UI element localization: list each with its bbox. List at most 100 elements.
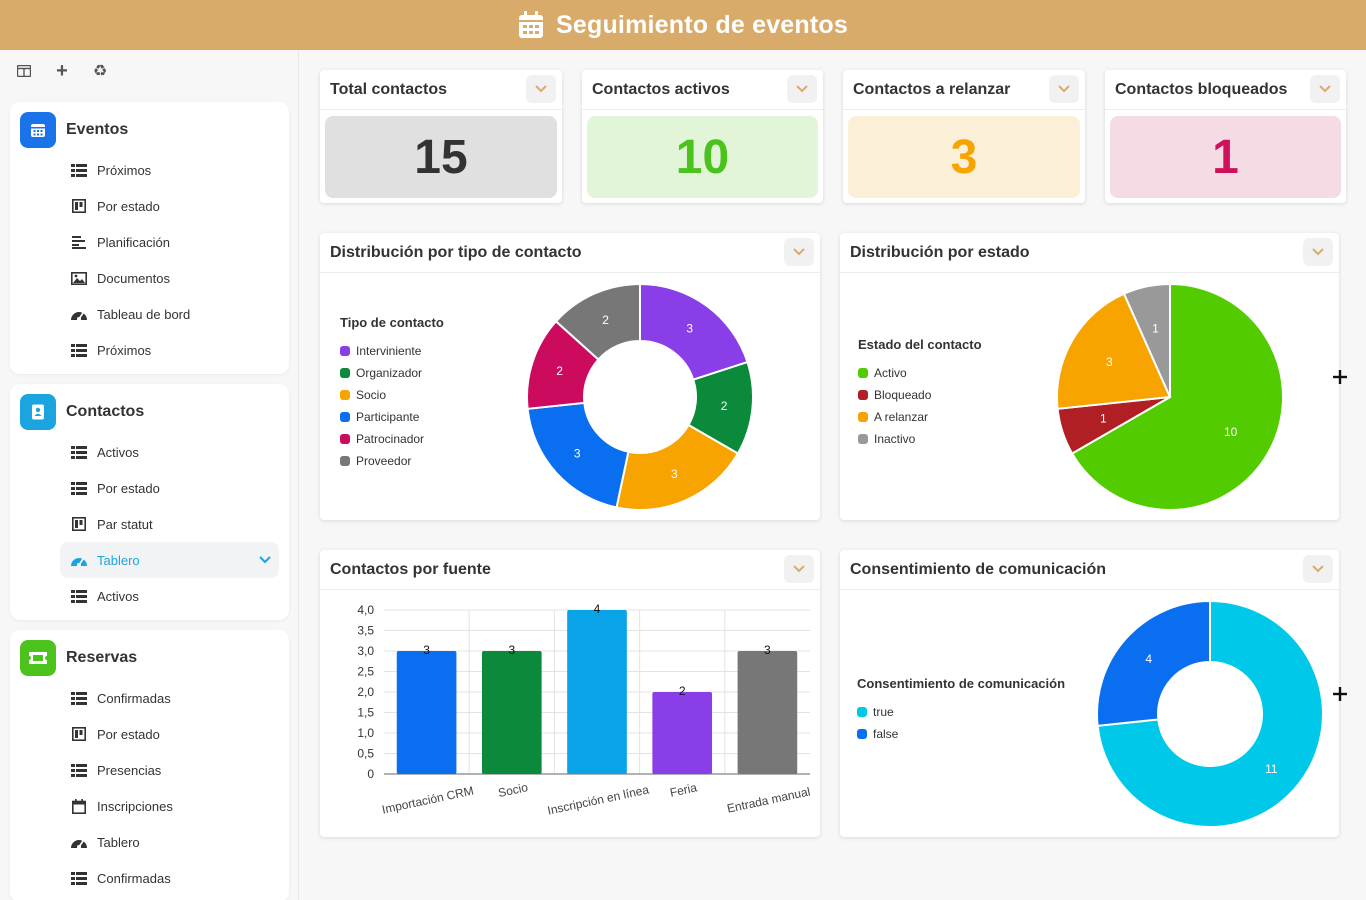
chevron-down-icon[interactable]: [1303, 238, 1333, 266]
sidebar-toolbar: + ♻: [10, 60, 114, 82]
legend-item[interactable]: Bloqueado: [858, 384, 982, 406]
chart-title: Distribución por estado: [850, 243, 1030, 261]
bar-feria[interactable]: [652, 692, 713, 774]
bar-inscripción-en-línea[interactable]: [567, 610, 627, 774]
add-widget-button[interactable]: [1327, 364, 1353, 390]
legend-label: Proveedor: [356, 454, 412, 468]
nav-item-par-statut[interactable]: Par statut: [10, 506, 289, 542]
nav-group-title: Reservas: [66, 649, 138, 666]
pie-slice-false[interactable]: [1096, 599, 1211, 727]
chevron-down-icon[interactable]: [787, 75, 817, 103]
chart-card-estado: Distribución por estado Estado del conta…: [840, 233, 1339, 520]
nav-item-tablero[interactable]: Tablero: [60, 542, 279, 578]
x-tick-label: Inscripción en línea: [546, 782, 650, 817]
nav-group-header[interactable]: Reservas: [20, 640, 289, 676]
chevron-down-icon[interactable]: [526, 75, 556, 103]
bar-socio[interactable]: [481, 651, 542, 774]
list-icon: [70, 445, 88, 459]
nav-item-documentos[interactable]: Documentos: [10, 260, 289, 296]
nav-group-header[interactable]: Contactos: [20, 394, 289, 430]
chevron-down-icon[interactable]: [784, 555, 814, 583]
pie-slice-true[interactable]: [1096, 599, 1324, 828]
nav-group-header[interactable]: Eventos: [20, 112, 289, 148]
legend-swatch: [857, 707, 867, 717]
recycle-icon[interactable]: ♻: [92, 63, 108, 80]
pie-slice-a-relanzar[interactable]: [1056, 292, 1172, 410]
calendar-icon: [20, 112, 56, 148]
pie-slice-activo[interactable]: [1070, 282, 1284, 511]
legend-item[interactable]: Organizador: [340, 362, 444, 384]
nav-item-por-estado[interactable]: Por estado: [10, 188, 289, 224]
legend-swatch: [340, 368, 350, 378]
legend-item[interactable]: A relanzar: [858, 406, 982, 428]
slice-value-label: 1: [1100, 412, 1107, 426]
nav-item-por-estado[interactable]: Por estado: [10, 470, 289, 506]
calendar-icon: [519, 11, 544, 38]
plus-icon[interactable]: +: [56, 59, 68, 82]
slice-value-label: 3: [686, 322, 693, 336]
legend-label: true: [873, 705, 894, 719]
nav-item-inscripciones[interactable]: Inscripciones: [10, 788, 289, 824]
legend-label: A relanzar: [874, 410, 929, 424]
legend-item[interactable]: Activo: [858, 362, 982, 384]
slice-value-label: 3: [1106, 355, 1113, 369]
nav-item-por-estado[interactable]: Por estado: [10, 716, 289, 752]
nav-item-confirmadas[interactable]: Confirmadas: [10, 680, 289, 716]
bar-importación-crm[interactable]: [396, 651, 457, 774]
nav-item-label: Próximos: [97, 162, 152, 178]
nav-item-tableau-de-bord[interactable]: Tableau de bord: [10, 296, 289, 332]
add-widget-button[interactable]: [1327, 681, 1353, 707]
slice-value-label: 11: [1265, 762, 1278, 776]
nav-item-proximos[interactable]: Próximos: [10, 152, 289, 188]
chart-title: Distribución por tipo de contacto: [330, 243, 582, 261]
legend-item[interactable]: Interviniente: [340, 340, 444, 362]
bar-value-label: 3: [764, 643, 771, 657]
legend-item[interactable]: Proveedor: [340, 450, 444, 472]
nav-item-planificacion[interactable]: Planificación: [10, 224, 289, 260]
bar-chart-fuente: 0 0,5 1,0 1,5 2,0 2,5 3,0 3,5 4,0 3 Importación CR…: [357, 602, 811, 818]
legend-item[interactable]: true: [857, 701, 1065, 723]
legend-item[interactable]: Inactivo: [858, 428, 982, 450]
chevron-down-icon[interactable]: [1049, 75, 1079, 103]
legend-label: Bloqueado: [874, 388, 932, 402]
legend-title: Consentimiento de comunicación: [857, 676, 1066, 691]
nav-item-proximos-2[interactable]: Próximos: [10, 332, 289, 368]
kpi-card-activos: Contactos activos 10: [582, 70, 823, 203]
pie-slice-proveedor[interactable]: [554, 282, 641, 361]
chevron-down-icon[interactable]: [1303, 555, 1333, 583]
list-icon: [70, 691, 88, 705]
list-icon: [70, 589, 88, 603]
slice-value-label: 2: [721, 399, 728, 413]
kpi-value: 3: [848, 116, 1080, 198]
pie-slice-inactivo[interactable]: [1122, 282, 1171, 398]
legend-item[interactable]: Socio: [340, 384, 444, 406]
y-tick-label: 4,0: [357, 603, 374, 617]
nav-item-confirmadas-2[interactable]: Confirmadas: [10, 860, 289, 896]
nav-group-eventos: Eventos Próximos Por estado Planificació…: [10, 102, 289, 374]
pie-slice-interviniente[interactable]: [639, 282, 749, 381]
bar-entrada-manual[interactable]: [737, 651, 798, 774]
card-header: Contactos por fuente: [320, 550, 820, 590]
gantt-icon: [70, 235, 88, 249]
chevron-down-icon[interactable]: [259, 552, 271, 567]
chevron-down-icon[interactable]: [784, 238, 814, 266]
nav-item-presencias[interactable]: Presencias: [10, 752, 289, 788]
layout-icon[interactable]: [10, 60, 38, 82]
legend-item[interactable]: Participante: [340, 406, 444, 428]
nav-item-label: Próximos: [97, 342, 152, 358]
list-icon: [70, 481, 88, 495]
nav-item-label: Inscripciones: [97, 798, 173, 814]
nav-item-activos-2[interactable]: Activos: [10, 578, 289, 614]
card-header: Contactos activos: [582, 70, 823, 110]
legend-item[interactable]: false: [857, 723, 1065, 745]
chevron-down-icon[interactable]: [1310, 75, 1340, 103]
pie-slice-socio[interactable]: [615, 423, 740, 511]
legend-label: Socio: [356, 388, 387, 402]
nav-item-tablero[interactable]: Tablero: [10, 824, 289, 860]
legend-item[interactable]: Patrocinador: [340, 428, 444, 450]
calendar-outline-icon: [70, 798, 88, 814]
chart-card-fuente: Contactos por fuente 0 0,5 1,0 1,5 2,0 2,5 3,0…: [320, 550, 820, 837]
x-tick-label: Socio: [497, 780, 530, 800]
pie-slice-participante[interactable]: [526, 401, 630, 509]
nav-item-activos[interactable]: Activos: [10, 434, 289, 470]
